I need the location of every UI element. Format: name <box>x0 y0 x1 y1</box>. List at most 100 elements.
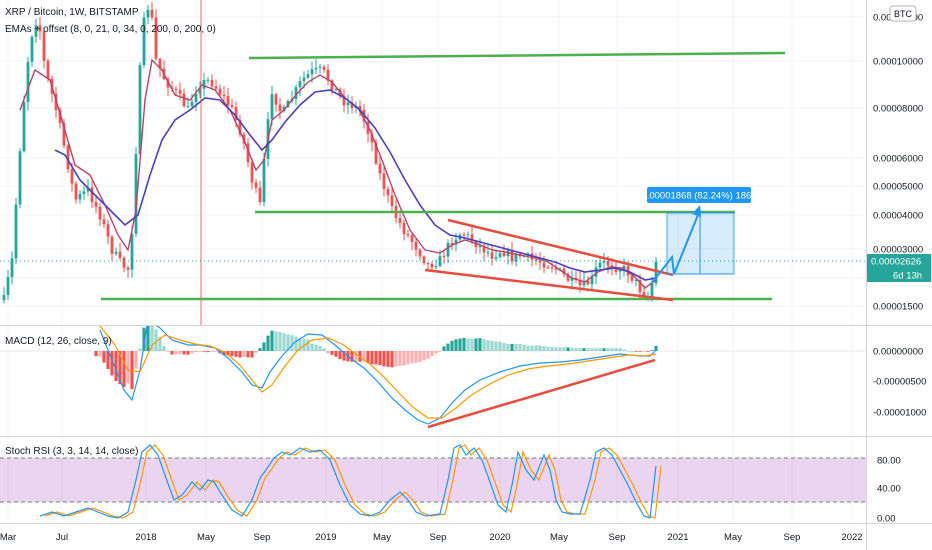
macd-histogram-bar <box>342 351 346 361</box>
macd-tick-label: 0.00000000 <box>873 347 923 358</box>
candle-body <box>578 280 582 286</box>
candle-body <box>138 65 142 155</box>
candle-body <box>6 277 10 296</box>
candle-body <box>38 25 42 32</box>
candle-body <box>126 267 130 270</box>
stoch-rsi-pane[interactable] <box>0 444 866 519</box>
macd-histogram-bar <box>506 343 510 351</box>
time-tick-label: May <box>373 532 391 543</box>
candle-body <box>22 102 26 152</box>
currency-badge[interactable] <box>889 5 917 22</box>
price-tick-label: 0.00004000 <box>873 211 923 222</box>
macd-histogram-bar <box>466 338 470 351</box>
resistance-top-line <box>248 51 786 60</box>
stoch-rsi-axis[interactable]: 80.00 40.00 0.00 <box>877 456 901 525</box>
macd-histogram-bar <box>226 351 230 356</box>
macd-histogram-bar <box>638 351 642 352</box>
candle-body <box>114 251 118 254</box>
measure-label-text: 0.00001868 (82.24%) 1868 <box>641 191 756 202</box>
macd-axis[interactable]: 0.00000000 -0.00000500 -0.00001000 <box>873 347 926 419</box>
candle-body <box>254 182 258 188</box>
candle-body <box>514 253 518 262</box>
macd-histogram-bar <box>106 351 110 370</box>
time-axis[interactable]: Mar Jul 2018 May Sep 2019 May Sep 2020 May Sep 2021… <box>0 532 863 543</box>
candle-body <box>582 280 586 286</box>
macd-histogram-bar <box>590 348 594 351</box>
macd-histogram-bar <box>330 351 334 355</box>
candle-body <box>594 267 598 277</box>
time-tick-label: Sep <box>609 532 626 543</box>
price-tick-label: 0.00010000 <box>873 57 923 68</box>
macd-histogram-bar <box>202 351 206 352</box>
price-pane[interactable]: 0.00001868 (82.24%) 1868 <box>0 0 866 325</box>
macd-legend[interactable]: MACD (12, 26, close, 9) <box>5 336 112 347</box>
macd-histogram-bar <box>250 351 254 358</box>
candle-body <box>562 268 566 275</box>
candle-body <box>86 187 90 192</box>
candle-body <box>374 142 378 164</box>
candle-body <box>118 251 122 258</box>
macd-histogram-bar <box>458 338 462 351</box>
candle-body <box>206 79 210 81</box>
macd-pane[interactable] <box>0 307 866 429</box>
macd-histogram-bar <box>178 351 182 355</box>
time-tick-label: Sep <box>430 532 447 543</box>
macd-histogram-bar <box>542 346 546 351</box>
countdown-badge <box>867 268 931 282</box>
candle-body <box>10 258 14 278</box>
stoch-rsi-legend[interactable]: Stoch RSI (3, 3, 14, 14, close) <box>5 446 138 457</box>
time-tick-label: 2021 <box>667 532 688 543</box>
candle-body <box>470 234 474 242</box>
candle-body <box>462 234 466 236</box>
candle-body <box>402 222 406 235</box>
stoch-rsi-tick-label: 80.00 <box>877 456 901 467</box>
macd-histogram-bar <box>586 348 590 351</box>
macd-histogram-bar <box>182 351 186 355</box>
wedge-upper-line <box>447 218 674 277</box>
macd-histogram-bar <box>454 339 458 351</box>
candle-body <box>34 25 38 37</box>
macd-histogram-bar <box>602 348 606 351</box>
candle-body <box>466 234 470 236</box>
macd-histogram-bar <box>102 351 106 363</box>
time-tick-label: Jul <box>56 532 68 543</box>
candle-body <box>78 193 82 200</box>
candle-body <box>202 79 206 89</box>
macd-tick-label: -0.00001000 <box>873 408 926 419</box>
price-axis[interactable]: 0.000120000.000100000.000080000.00006000… <box>867 5 931 313</box>
macd-histogram-bar <box>446 343 450 351</box>
macd-histogram-bar <box>398 351 402 366</box>
macd-line <box>99 326 657 425</box>
macd-histogram-bar <box>142 327 146 351</box>
macd-histogram-bar <box>414 351 418 363</box>
candle-body <box>542 262 546 268</box>
main-legend[interactable]: XRP / Bitcoin, 1W, BITSTAMP EMAs + offse… <box>5 7 216 35</box>
candle-body <box>58 110 62 124</box>
candle-body <box>334 89 338 91</box>
candle-body <box>46 60 50 79</box>
candle-body <box>346 102 350 106</box>
candle-body <box>602 261 606 263</box>
candle-body <box>378 163 382 174</box>
candle-body <box>418 249 422 257</box>
macd-histogram-bar <box>282 333 286 351</box>
candle-body <box>230 105 234 107</box>
macd-histogram-bar <box>622 349 626 351</box>
candle-body <box>322 66 326 70</box>
candle-body <box>546 267 550 269</box>
candle-body <box>306 74 310 78</box>
macd-histogram-bar <box>290 335 294 351</box>
macd-histogram-bar <box>534 345 538 351</box>
countdown-text: 6d 13h <box>893 271 922 282</box>
candle-body <box>482 245 486 253</box>
candle-body <box>434 266 438 268</box>
candle-body <box>166 79 170 88</box>
candle-body <box>446 242 450 257</box>
macd-histogram-bar <box>94 351 98 357</box>
macd-histogram-bar <box>378 351 382 366</box>
candle-body <box>350 102 354 109</box>
candle-body <box>406 234 410 236</box>
candle-body <box>190 101 194 107</box>
